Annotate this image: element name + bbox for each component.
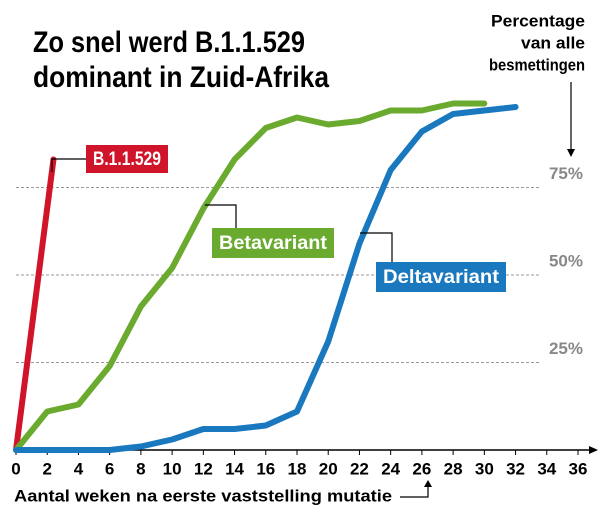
y-axis-label: Percentage (491, 11, 585, 30)
x-tick-label: 20 (319, 459, 338, 478)
line (13, 100, 488, 453)
x-axis-label: Aantal weken na eerste vaststelling muta… (14, 486, 392, 505)
x-tick-label: 36 (569, 459, 588, 478)
x-tick-label: 22 (350, 459, 369, 478)
chart-title: dominant in Zuid-Afrika (33, 61, 329, 94)
series-label: Deltavariant (383, 267, 500, 288)
x-tick-label: 26 (412, 459, 431, 478)
label-box (212, 228, 334, 258)
label-box (86, 145, 168, 173)
x-tick-label: 12 (194, 459, 213, 478)
y-axis-label: van alle (521, 33, 585, 52)
x-tick-label: 8 (136, 459, 145, 478)
x-tick-label: 0 (11, 459, 20, 478)
y-axis-label: besmettingen (489, 55, 585, 74)
y-tick-label: 75% (549, 164, 583, 183)
line (13, 156, 57, 453)
x-tick-label: 34 (537, 459, 556, 478)
series-label: Betavariant (219, 233, 328, 254)
x-tick-label: 2 (42, 459, 51, 478)
label-box (376, 262, 506, 292)
series-label: B.1.1.529 (93, 149, 161, 170)
x-tick-label: 18 (288, 459, 307, 478)
x-tick-label: 10 (163, 459, 182, 478)
arrow-head (567, 149, 575, 157)
connector (360, 232, 393, 262)
connector (51, 158, 86, 172)
y-tick-label: 50% (549, 251, 583, 270)
connector (205, 204, 237, 228)
x-tick-label: 6 (105, 459, 114, 478)
line (13, 104, 519, 453)
x-tick-label: 28 (444, 459, 463, 478)
chart-title: Zo snel werd B.1.1.529 (33, 26, 305, 59)
arrow-head (589, 446, 598, 454)
x-tick-label: 24 (381, 459, 400, 478)
x-tick-label: 16 (256, 459, 275, 478)
arrow (400, 484, 429, 498)
arrow-head (424, 480, 432, 487)
y-tick-label: 25% (549, 339, 583, 358)
x-tick-label: 30 (475, 459, 494, 478)
x-tick-label: 4 (74, 459, 84, 478)
x-tick-label: 32 (506, 459, 525, 478)
x-tick-label: 14 (225, 459, 244, 478)
